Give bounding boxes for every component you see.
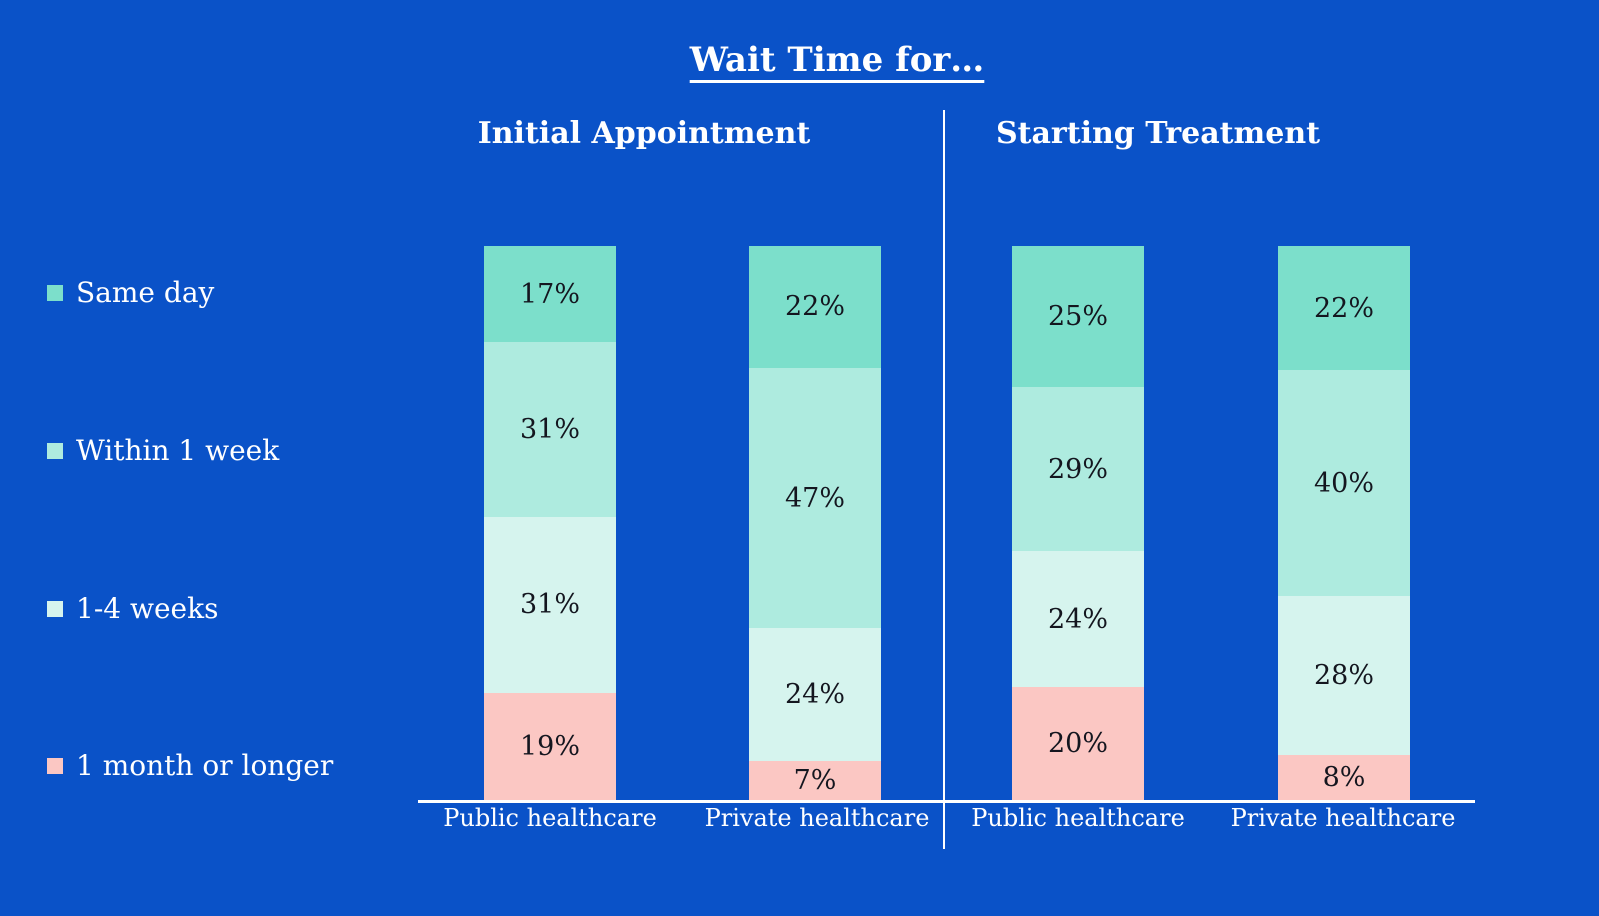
legend-label: 1-4 weeks	[76, 592, 219, 625]
x-axis-label-treatment-public: Public healthcare	[971, 804, 1185, 832]
bar-segment-value: 22%	[784, 291, 845, 323]
bar-segment-1-4-weeks: 24%	[1012, 551, 1144, 687]
bar-segment-value: 47%	[784, 482, 845, 514]
bar-segment-value: 24%	[1047, 603, 1108, 635]
bar-segment-value: 20%	[1047, 727, 1108, 759]
bar-segment-value: 17%	[519, 278, 580, 310]
legend-label: Within 1 week	[76, 434, 280, 467]
bar-segment-within-1-week: 29%	[1012, 387, 1144, 552]
stacked-bar-initial-public: 17% 31% 31% 19%	[484, 246, 616, 800]
bar-segment-1-4-weeks: 24%	[749, 628, 881, 762]
panel-header-starting-treatment: Starting Treatment	[995, 116, 1321, 151]
bar-segment-same-day: 17%	[484, 246, 616, 343]
legend-swatch-1-month-or-longer	[47, 757, 63, 774]
x-axis-label-initial-public: Public healthcare	[443, 804, 657, 832]
legend-item-1-month-or-longer: 1 month or longer	[47, 749, 333, 782]
legend-item-1-4-weeks: 1-4 weeks	[47, 592, 218, 625]
stacked-bar-initial-private: 22% 47% 24% 7%	[749, 246, 881, 800]
stacked-bar-treatment-private: 22% 40% 28% 8%	[1278, 246, 1410, 800]
bar-segment-same-day: 22%	[1278, 246, 1410, 371]
legend-swatch-within-1-week	[47, 442, 63, 459]
legend-swatch-same-day	[47, 284, 63, 301]
bar-segment-1-month-or-longer: 20%	[1012, 686, 1144, 800]
bar-segment-1-month-or-longer: 19%	[484, 692, 616, 800]
legend-label: Same day	[76, 276, 215, 309]
bar-segment-value: 19%	[519, 730, 580, 762]
bar-segment-within-1-week: 40%	[1278, 370, 1410, 597]
bar-segment-same-day: 25%	[1012, 246, 1144, 388]
bar-segment-within-1-week: 31%	[484, 342, 616, 518]
bar-segment-value: 29%	[1047, 453, 1108, 485]
legend-swatch-1-4-weeks	[47, 600, 63, 617]
legend-item-same-day: Same day	[47, 276, 214, 309]
bar-segment-value: 24%	[784, 679, 845, 711]
bar-segment-value: 31%	[519, 589, 580, 621]
bar-segment-1-4-weeks: 31%	[484, 517, 616, 693]
bar-segment-value: 25%	[1047, 301, 1108, 333]
legend-label: 1 month or longer	[76, 749, 334, 782]
chart-title: Wait Time for…	[689, 40, 985, 80]
x-axis-label-initial-private: Private healthcare	[704, 804, 930, 832]
panel-divider-line	[943, 110, 945, 849]
panel-header-initial-appointment: Initial Appointment	[477, 116, 811, 151]
bar-segment-value: 31%	[519, 414, 580, 446]
bar-segment-same-day: 22%	[749, 246, 881, 368]
bar-segment-1-month-or-longer: 7%	[749, 761, 881, 800]
bar-segment-1-month-or-longer: 8%	[1278, 754, 1410, 800]
bar-segment-value: 22%	[1313, 292, 1374, 324]
bar-segment-1-4-weeks: 28%	[1278, 596, 1410, 755]
stacked-bar-treatment-public: 25% 29% 24% 20%	[1012, 246, 1144, 800]
x-axis-line	[418, 800, 1475, 803]
legend-item-within-1-week: Within 1 week	[47, 434, 279, 467]
bar-segment-value: 28%	[1313, 660, 1374, 692]
bar-segment-value: 8%	[1322, 761, 1366, 793]
bar-segment-within-1-week: 47%	[749, 367, 881, 629]
x-axis-label-treatment-private: Private healthcare	[1230, 804, 1456, 832]
bar-segment-value: 40%	[1313, 467, 1374, 499]
bar-segment-value: 7%	[793, 765, 837, 797]
